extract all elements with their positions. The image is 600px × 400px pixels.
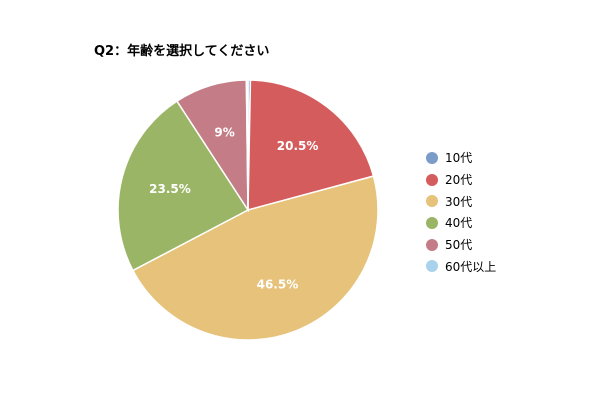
data-label-30代: 46.5% bbox=[257, 278, 299, 292]
legend-item-10代: 10代 bbox=[426, 147, 496, 169]
legend-label: 10代 bbox=[445, 151, 473, 166]
data-label-20代: 20.5% bbox=[277, 139, 319, 153]
pie-slice-20代 bbox=[247, 79, 375, 211]
legend-swatch bbox=[426, 195, 438, 208]
legend-label: 50代 bbox=[445, 238, 473, 253]
legend-swatch bbox=[426, 216, 438, 229]
legend-label: 30代 bbox=[445, 194, 473, 209]
chart-legend: 10代 20代 30代 40代 50代 60代以上 bbox=[426, 147, 496, 277]
legend-label: 20代 bbox=[445, 173, 473, 188]
legend-item-20代: 20代 bbox=[426, 169, 496, 191]
legend-item-40代: 40代 bbox=[426, 212, 496, 234]
legend-label: 60代以上 bbox=[445, 259, 497, 274]
legend-swatch bbox=[426, 238, 438, 251]
legend-swatch bbox=[426, 260, 438, 273]
legend-item-30代: 30代 bbox=[426, 190, 496, 212]
legend-swatch bbox=[426, 173, 438, 186]
data-label-40代: 23.5% bbox=[149, 182, 191, 196]
pie-slice-40代 bbox=[117, 100, 250, 272]
legend-item-60代以上: 60代以上 bbox=[426, 255, 496, 277]
chart-title: Q2：年齢を選択してください bbox=[94, 44, 270, 59]
legend-label: 40代 bbox=[445, 216, 473, 231]
data-label-50代: 9% bbox=[214, 125, 234, 139]
legend-item-50代: 50代 bbox=[426, 234, 496, 256]
pie-slice-30代 bbox=[131, 175, 379, 341]
pie-slice-60代以上 bbox=[245, 79, 249, 211]
legend-swatch bbox=[426, 151, 438, 164]
